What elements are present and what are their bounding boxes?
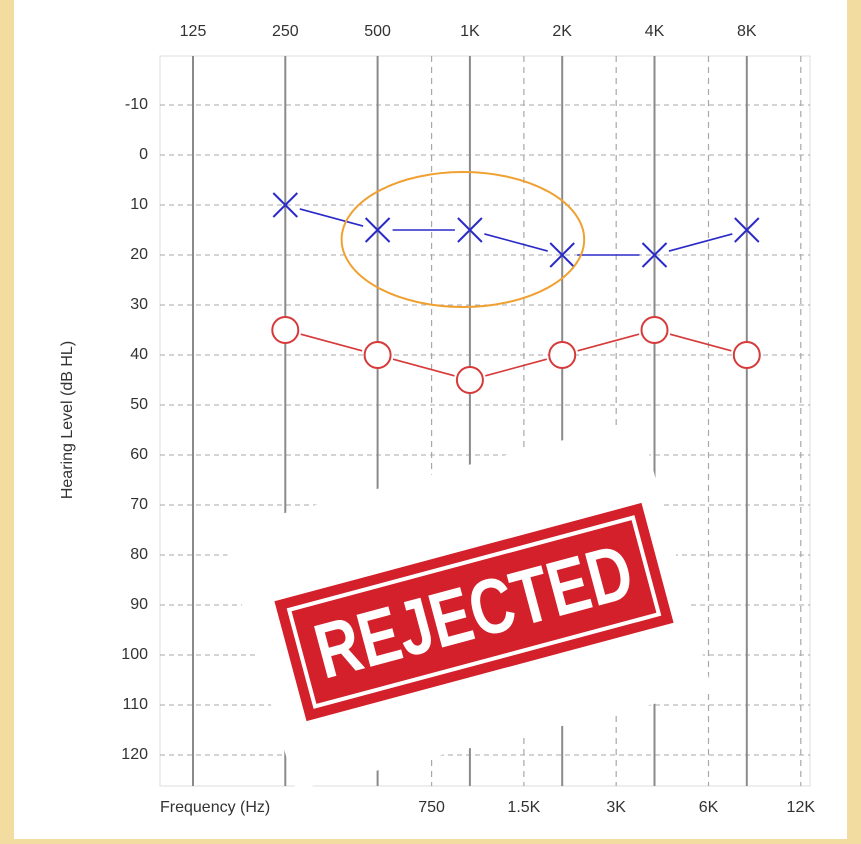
tick-labels: 125 250 500 1K 2K 4K 8K 750 1.5K 3K 6K 12K -10 0 10 20 3… [121, 23, 815, 816]
series-line-segment [485, 358, 547, 377]
plot-frame [159, 55, 811, 787]
series-line-segment [668, 233, 733, 252]
top-tick-label: 8K [737, 23, 757, 40]
y-tick-label: 110 [122, 696, 148, 713]
top-tick-label: 500 [364, 23, 391, 40]
y-tick-label: 90 [130, 596, 148, 613]
y-tick-label: 30 [130, 296, 148, 313]
series-line-segment [484, 233, 548, 252]
y-tick-label: 40 [130, 346, 148, 363]
x-marker-stroke [364, 217, 391, 243]
top-tick-label: 4K [645, 23, 665, 40]
o-marker [363, 341, 392, 369]
series-line-segment [300, 333, 363, 352]
top-tick-label: 125 [180, 23, 207, 40]
x-marker [549, 242, 575, 268]
x-axis-label: Frequency (Hz) [160, 799, 270, 816]
x-marker [641, 242, 668, 268]
x-marker [272, 192, 299, 218]
stamp-plate [274, 502, 674, 722]
y-tick-label: 80 [130, 546, 148, 563]
grid [160, 56, 810, 786]
y-tick-label: 120 [121, 746, 148, 763]
top-tick-label: 2K [552, 23, 572, 40]
top-tick-label: 250 [272, 23, 299, 40]
y-tick-label: -10 [125, 96, 148, 113]
y-tick-label: 70 [130, 496, 148, 513]
x-marker-stroke [549, 242, 575, 268]
o-marker [640, 316, 669, 344]
o-marker [271, 316, 300, 344]
bottom-tick-label: 1.5K [507, 799, 540, 816]
x-marker-stroke [641, 242, 668, 268]
y-tick-label: 60 [130, 446, 148, 463]
bottom-tick-label: 3K [606, 799, 626, 816]
x-marker [364, 217, 391, 243]
annotation-layer: REJECTED [220, 171, 712, 790]
y-tick-label: 100 [121, 646, 148, 663]
x-marker-stroke [734, 217, 760, 243]
o-marker [455, 366, 484, 394]
x-marker [734, 217, 760, 243]
o-marker [548, 341, 577, 369]
bottom-tick-label: 12K [787, 799, 816, 816]
series-line-segment [299, 208, 364, 227]
y-tick-label: 10 [130, 196, 148, 213]
series-layer [271, 192, 761, 394]
stamp-inner-border [286, 515, 662, 709]
bottom-tick-label: 750 [418, 799, 445, 816]
series-line-segment [392, 358, 455, 377]
series-line-segment [669, 333, 732, 352]
y-tick-label: 0 [139, 146, 148, 163]
o-marker [732, 341, 761, 369]
bottom-tick-label: 6K [699, 799, 719, 816]
x-marker [457, 217, 483, 243]
y-tick-label: 20 [130, 246, 148, 263]
top-tick-label: 1K [460, 23, 480, 40]
x-marker-stroke [272, 192, 299, 218]
highlight-ellipse [340, 171, 586, 308]
series-line-segment [577, 333, 640, 352]
x-marker-stroke [457, 217, 483, 243]
y-axis-label: Hearing Level (dB HL) [59, 341, 76, 499]
y-tick-label: 50 [130, 396, 148, 413]
